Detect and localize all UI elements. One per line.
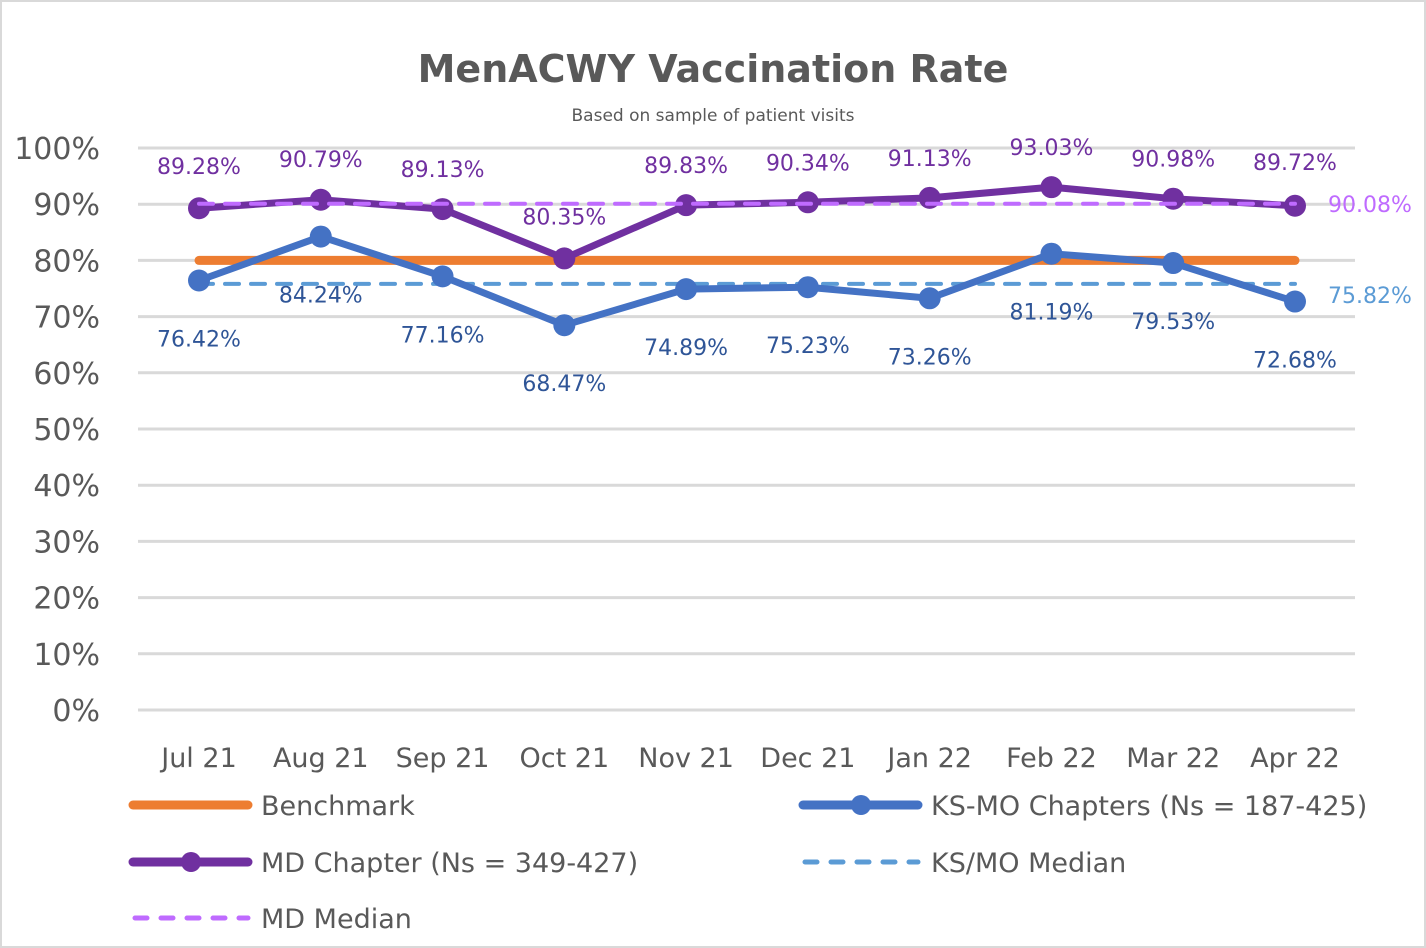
y-tick-label: 70% bbox=[33, 301, 100, 336]
data-point-md bbox=[431, 198, 454, 221]
data-point-ksmo bbox=[1284, 290, 1306, 313]
x-tick-label: Nov 21 bbox=[638, 743, 734, 774]
x-tick-label: Dec 21 bbox=[760, 743, 855, 774]
data-point-ksmo bbox=[1040, 242, 1063, 265]
data-point-ksmo bbox=[431, 265, 454, 288]
legend: Benchmark KS-MO Chapters (Ns = 187-425) MD… bbox=[128, 791, 1367, 935]
legend-label: MD Chapter (Ns = 349-427) bbox=[261, 848, 638, 879]
y-tick-label: 30% bbox=[33, 525, 100, 560]
data-point-md bbox=[1284, 194, 1306, 217]
y-tick-label: 100% bbox=[14, 132, 100, 167]
data-label-md: 89.28% bbox=[157, 155, 241, 180]
data-point-md bbox=[553, 247, 576, 270]
y-tick-label: 80% bbox=[33, 244, 100, 279]
data-label-md: 90.98% bbox=[1131, 148, 1215, 173]
data-point-ksmo bbox=[188, 269, 210, 292]
data-point-md bbox=[1162, 187, 1185, 210]
data-label-md: 89.83% bbox=[644, 154, 728, 179]
chart-title: MenACWY Vaccination Rate bbox=[418, 47, 1009, 91]
x-tick-label: Jul 21 bbox=[159, 743, 237, 774]
y-tick-label: 0% bbox=[52, 694, 100, 729]
data-point-md bbox=[675, 194, 698, 217]
y-tick-label: 20% bbox=[33, 582, 100, 617]
data-point-ksmo bbox=[918, 287, 941, 310]
legend-marker-md bbox=[181, 852, 201, 872]
data-label-md: 90.34% bbox=[766, 151, 850, 176]
data-point-ksmo bbox=[1162, 252, 1185, 275]
data-label-md: 89.13% bbox=[401, 158, 485, 183]
x-axis-ticks: Jul 21 Aug 21 Sep 21 Oct 21 Nov 21 Dec 21 Jan … bbox=[159, 743, 1340, 774]
y-tick-label: 50% bbox=[33, 413, 100, 448]
chart-subtitle: Based on sample of patient visits bbox=[572, 106, 855, 126]
legend-item-ksmo: KS-MO Chapters (Ns = 187-425) bbox=[798, 791, 1367, 822]
legend-item-ksmo_median: KS/MO Median bbox=[802, 848, 1126, 879]
series-md bbox=[188, 176, 1306, 270]
x-tick-label: Apr 22 bbox=[1250, 743, 1340, 774]
data-point-md bbox=[1040, 176, 1063, 199]
data-label-md: 90.79% bbox=[279, 148, 363, 173]
legend-label: KS-MO Chapters (Ns = 187-425) bbox=[931, 791, 1367, 822]
x-tick-label: Sep 21 bbox=[396, 743, 490, 774]
series-line-ksmo bbox=[195, 233, 1299, 329]
series-ksmo bbox=[188, 225, 1306, 337]
end-label-md-median: 90.08% bbox=[1328, 193, 1412, 218]
data-point-ksmo bbox=[553, 314, 576, 337]
data-label-ksmo: 79.53% bbox=[1131, 310, 1215, 335]
y-tick-label: 40% bbox=[33, 469, 100, 504]
data-label-ksmo: 76.42% bbox=[157, 328, 241, 353]
data-label-ksmo: 74.89% bbox=[644, 336, 728, 361]
data-point-ksmo bbox=[796, 276, 819, 299]
legend-label: MD Median bbox=[261, 904, 412, 935]
data-label-ksmo: 77.16% bbox=[401, 323, 485, 348]
legend-item-benchmark: Benchmark bbox=[128, 791, 415, 822]
x-tick-label: Aug 21 bbox=[273, 743, 369, 774]
legend-item-md: MD Chapter (Ns = 349-427) bbox=[128, 848, 638, 879]
data-labels: 89.28% 90.79% 89.13% 80.35% 89.83% 90.34% 91.1… bbox=[157, 136, 1412, 397]
x-tick-label: Mar 22 bbox=[1126, 743, 1220, 774]
data-point-ksmo bbox=[675, 278, 698, 301]
data-label-ksmo: 68.47% bbox=[522, 372, 606, 397]
x-tick-label: Oct 21 bbox=[520, 743, 610, 774]
data-label-ksmo: 73.26% bbox=[888, 345, 972, 370]
data-point-md bbox=[309, 188, 332, 211]
y-tick-label: 10% bbox=[33, 638, 100, 673]
data-label-md: 93.03% bbox=[1009, 136, 1093, 161]
legend-label: KS/MO Median bbox=[931, 848, 1126, 879]
y-tick-label: 60% bbox=[33, 357, 100, 392]
data-label-md: 91.13% bbox=[888, 147, 972, 172]
x-tick-label: Feb 22 bbox=[1006, 743, 1097, 774]
data-label-ksmo: 84.24% bbox=[279, 284, 363, 309]
legend-item-md_median: MD Median bbox=[132, 904, 412, 935]
end-label-ksmo-median: 75.82% bbox=[1328, 284, 1412, 309]
y-axis-ticks: 0% 10% 20% 30% 40% 50% 60% 70% 80% 90% 100% bbox=[14, 132, 100, 729]
legend-marker-ksmo bbox=[851, 795, 871, 815]
legend-label: Benchmark bbox=[261, 791, 415, 822]
data-point-ksmo bbox=[309, 225, 332, 248]
data-label-md: 89.72% bbox=[1253, 151, 1337, 176]
data-point-md bbox=[188, 197, 210, 220]
data-label-ksmo: 72.68% bbox=[1253, 349, 1337, 374]
x-tick-label: Jan 22 bbox=[885, 743, 972, 774]
data-label-md: 80.35% bbox=[522, 205, 606, 230]
data-label-ksmo: 75.23% bbox=[766, 334, 850, 359]
series-layer bbox=[188, 176, 1306, 337]
data-label-ksmo: 81.19% bbox=[1009, 301, 1093, 326]
y-tick-label: 90% bbox=[33, 188, 100, 223]
